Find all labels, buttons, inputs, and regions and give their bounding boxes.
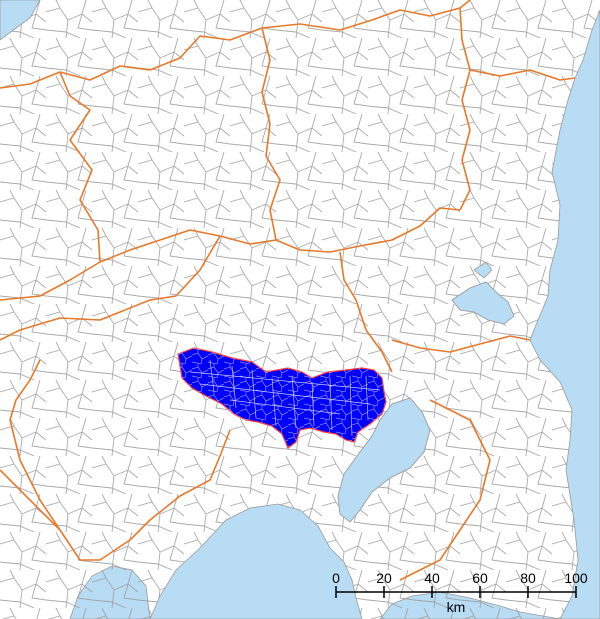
prefecture-border-saitama-chiba (339, 251, 393, 373)
tokyo-inner-borders (189, 359, 381, 437)
prefecture-border-yamanashi-west (9, 359, 41, 421)
scale-label-100: 100 (564, 570, 588, 586)
prefecture-border-yamanashi-shizuoka (0, 469, 61, 531)
scale-label-0: 0 (332, 570, 340, 586)
highlighted-region-tokyo (177, 347, 387, 449)
scale-label-20: 20 (376, 570, 392, 586)
scale-unit-label: km (447, 599, 466, 615)
scale-label-80: 80 (520, 570, 536, 586)
prefecture-border-saitama-yamanashi (0, 235, 221, 341)
prefecture-border-ibaraki-chiba (391, 335, 531, 353)
prefecture-border-ibaraki-fukushima (469, 69, 576, 81)
prefecture-border-gunma-saitama (99, 207, 461, 263)
prefecture-border-tochigi-ibaraki (459, 7, 471, 211)
tokyo-ward-borders (178, 348, 386, 448)
prefecture-border-yamanashi-kanagawa (9, 419, 231, 561)
scale-bar: 0 20 40 60 80 100 km (332, 570, 588, 615)
scale-label-40: 40 (424, 570, 440, 586)
scale-label-60: 60 (472, 570, 488, 586)
prefecture-border-west (0, 71, 101, 301)
prefecture-border-north (0, 0, 471, 89)
prefecture-borders (0, 0, 576, 581)
prefecture-border-gunma-tochigi (261, 27, 281, 241)
prefecture-border-chiba-south (399, 399, 491, 581)
